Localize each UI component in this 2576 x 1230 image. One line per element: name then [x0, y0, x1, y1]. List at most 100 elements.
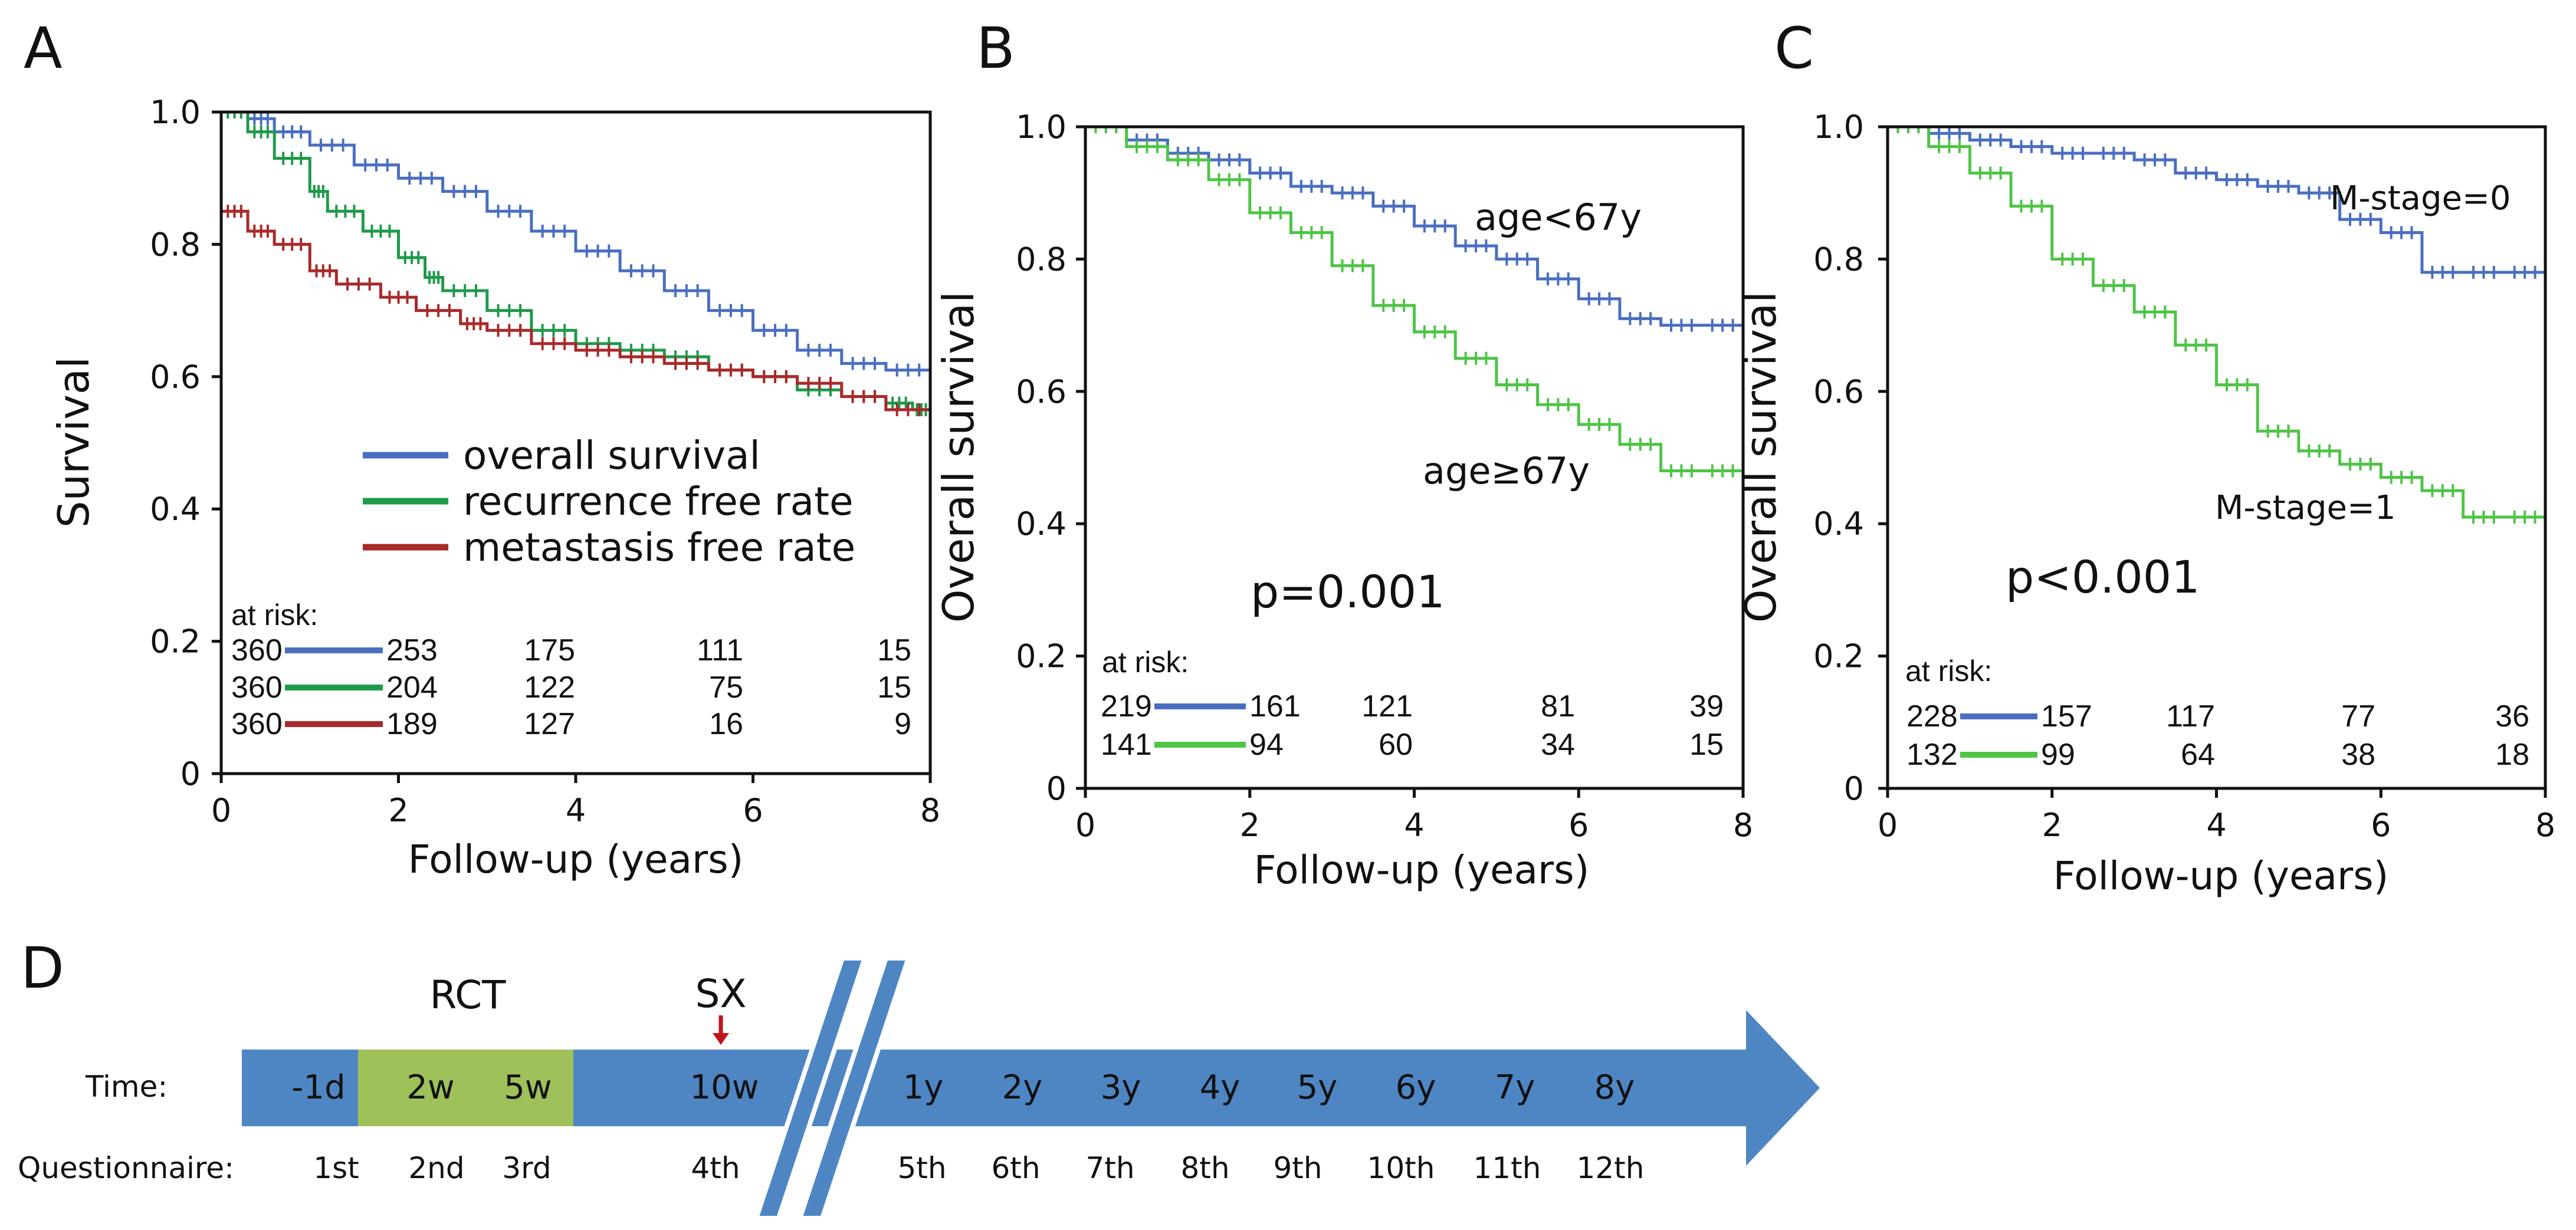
at-risk-label: at risk: [1905, 655, 1992, 688]
at-risk-value: 99 [2041, 738, 2075, 772]
survival-chart-c: Overall survival Follow-up (years) 0 0.2 0… [1736, 108, 2555, 899]
x-tick-label: 0 [211, 792, 231, 829]
at-risk-value: 360 [231, 670, 283, 705]
time-point: 4y [1200, 1068, 1241, 1107]
time-point: 5w [504, 1068, 552, 1107]
y-tick-label: 0 [181, 755, 201, 792]
rct-label: RCT [430, 972, 507, 1018]
x-tick-label: 6 [1568, 807, 1589, 844]
curve-label-age-under-67: age<67y [1475, 196, 1642, 239]
x-tick-label: 6 [2371, 807, 2391, 844]
timeline-arrow [242, 1010, 1820, 1166]
questionnaire-item: 2nd [408, 1151, 464, 1185]
time-point: 1y [903, 1068, 944, 1107]
x-axis-label: Follow-up (years) [1254, 847, 1590, 893]
at-risk-value: 15 [1689, 728, 1724, 762]
curve-label-age-over-67: age≥67y [1423, 449, 1590, 492]
at-risk-value: 15 [877, 670, 911, 705]
survival-chart-a: Survival Follow-up (years) 0 0.2 0.4 0.6 0.8… [49, 94, 940, 882]
y-tick-label: 0.4 [150, 491, 201, 528]
y-axis-label: Survival [49, 357, 99, 528]
questionnaire-item: 5th [897, 1151, 946, 1185]
at-risk-value: 360 [231, 707, 283, 741]
survival-curve-1 [1085, 127, 1743, 339]
time-point: 2w [406, 1068, 454, 1107]
questionnaire-item: 9th [1273, 1151, 1322, 1185]
y-tick-label: 0.8 [1813, 241, 1864, 278]
x-tick-label: 4 [2206, 807, 2226, 844]
at-risk-value: 161 [1249, 689, 1301, 723]
at-risk-value: 132 [1906, 738, 1958, 772]
at-risk-value: 122 [524, 670, 575, 705]
x-tick-label: 8 [1733, 807, 1753, 844]
y-tick-label: 0.8 [1016, 241, 1067, 278]
at-risk-value: 34 [1541, 728, 1575, 762]
x-tick-label: 4 [566, 792, 586, 829]
x-tick-label: 0 [1075, 807, 1095, 844]
at-risk-label: at risk: [231, 598, 318, 632]
at-risk-value: 175 [524, 633, 575, 667]
at-risk-value: 189 [386, 707, 438, 741]
x-tick-label: 2 [1240, 807, 1260, 844]
time-point: 5y [1297, 1068, 1338, 1107]
at-risk-value: 94 [1249, 728, 1284, 762]
at-risk-value: 360 [231, 633, 283, 667]
at-risk-value: 127 [524, 707, 575, 741]
at-risk-value: 16 [709, 707, 743, 741]
questionnaire-item: 1st [313, 1151, 359, 1185]
plot-frame [219, 110, 932, 775]
questionnaire-item: 11th [1474, 1151, 1541, 1185]
y-tick-label: 1.0 [1813, 108, 1864, 146]
y-tick-label: 0.2 [150, 623, 201, 660]
at-risk-value: 157 [2041, 699, 2092, 734]
y-tick-label: 1.0 [150, 94, 201, 131]
x-tick-label: 8 [2535, 807, 2555, 844]
at-risk-value: 75 [709, 670, 743, 705]
questionnaire-item: 3rd [502, 1151, 551, 1185]
panel-label-b: B [976, 15, 1015, 81]
at-risk-value: 141 [1101, 728, 1152, 762]
y-tick-label: 0.2 [1813, 638, 1864, 675]
y-tick-label: 1.0 [1016, 108, 1067, 146]
plot-frame [1084, 125, 1745, 790]
timeline-break [753, 956, 912, 1221]
y-tick-label: 0.2 [1016, 638, 1067, 675]
survival-curve-1 [1888, 127, 2545, 286]
at-risk-value: 60 [1379, 728, 1413, 762]
survival-curve-2 [221, 112, 930, 436]
time-point: 7y [1495, 1068, 1535, 1107]
y-axis-label: Overall survival [1736, 291, 1786, 623]
questionnaire-item: 6th [991, 1151, 1040, 1185]
panel-label-c: C [1774, 15, 1814, 81]
panel-label-a: A [24, 15, 63, 81]
legend-label-recurrence: recurrence free rate [463, 479, 854, 524]
x-tick-label: 2 [388, 792, 408, 829]
x-tick-label: 6 [743, 792, 763, 829]
at-risk-value: 38 [2341, 738, 2375, 772]
curve-label-m-stage-1: M-stage=1 [2215, 489, 2396, 527]
at-risk-value: 39 [1689, 689, 1724, 723]
x-tick-label: 8 [920, 792, 940, 829]
at-risk-value: 253 [386, 633, 438, 667]
time-point: 8y [1594, 1068, 1635, 1107]
at-risk-value: 219 [1101, 689, 1152, 723]
at-risk-label: at risk: [1102, 646, 1189, 679]
at-risk-value: 36 [2495, 699, 2529, 734]
at-risk-value: 111 [697, 633, 743, 667]
questionnaire-item: 8th [1180, 1151, 1229, 1185]
y-tick-label: 0 [1844, 770, 1864, 807]
questionnaire-item: 7th [1085, 1151, 1134, 1185]
x-tick-label: 0 [1878, 807, 1898, 844]
at-risk-value: 18 [2495, 738, 2529, 772]
time-point: 3y [1101, 1068, 1141, 1107]
survival-curve-3 [221, 209, 930, 423]
time-row-label: Time: [85, 1070, 168, 1104]
time-point: 2y [1002, 1068, 1043, 1107]
at-risk-value: 15 [877, 633, 911, 667]
rct-period-box [358, 1050, 573, 1126]
panel-label-d: D [21, 935, 64, 1001]
y-tick-label: 0 [1046, 770, 1067, 807]
time-point: 10w [690, 1068, 759, 1107]
at-risk-value: 64 [2181, 738, 2215, 772]
x-tick-label: 2 [2042, 807, 2062, 844]
